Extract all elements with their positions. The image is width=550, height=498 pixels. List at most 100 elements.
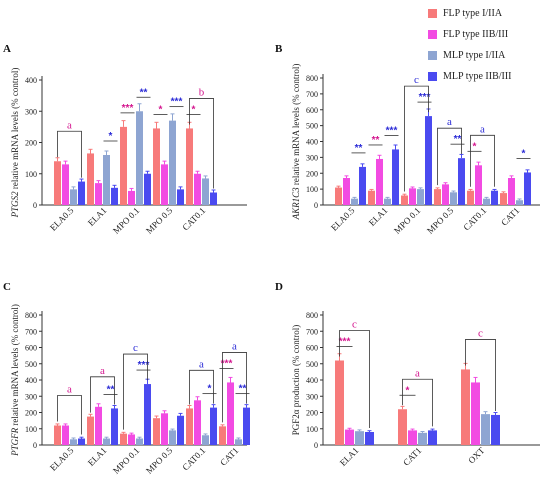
bar-cat1-mlp-type-i-iia xyxy=(418,432,427,445)
significance-marker: * xyxy=(208,384,212,395)
bar-ela1-mlp-type-i-iia xyxy=(384,198,391,205)
legend-label-mlp-type-iib-iii: MLP type IIB/III xyxy=(443,71,512,82)
panel-label: D xyxy=(275,281,283,293)
bar-mpo-0-5-flp-type-i-iia xyxy=(153,128,160,205)
y-tick-label: 700 xyxy=(25,327,37,336)
bar-ela0-5-flp-type-iib-iii xyxy=(62,164,69,205)
bar-ela1-flp-type-iib-iii xyxy=(376,158,383,205)
x-tick-label-mpo-0-1: MPO 0.1 xyxy=(111,205,141,235)
x-tick-label-oxt: OXT xyxy=(466,445,487,466)
significance-marker: * xyxy=(109,131,113,142)
significance-marker: * xyxy=(159,104,163,115)
significance-marker: *** xyxy=(339,337,351,348)
y-tick-label: 0 xyxy=(314,201,318,210)
bar-ela1-flp-type-i-iia xyxy=(87,153,94,205)
significance-bracket xyxy=(189,369,214,405)
bar-mpo-0-5-mlp-type-i-iia xyxy=(169,120,176,205)
bar-ela0-5-mlp-type-i-iia xyxy=(70,439,77,445)
bar-cat0-1-flp-type-iib-iii xyxy=(194,173,201,205)
significance-letter: a xyxy=(415,367,420,379)
bar-oxt-mlp-type-iib-iii xyxy=(491,414,500,445)
legend-label-mlp-type-i-iia: MLP type I/IIA xyxy=(443,50,506,61)
bar-cat1-mlp-type-i-iia xyxy=(516,200,523,205)
x-tick-label-mpo-0-1: MPO 0.1 xyxy=(392,205,422,235)
bar-ela0-5-flp-type-i-iia xyxy=(335,187,342,205)
significance-marker: *** xyxy=(386,125,398,136)
bar-cat0-1-flp-type-i-iia xyxy=(186,128,193,205)
bar-ela0-5-mlp-type-iib-iii xyxy=(359,166,366,205)
bar-mpo-0-1-flp-type-i-iia xyxy=(401,195,408,205)
y-tick-label: 100 xyxy=(25,425,37,434)
y-tick-label: 500 xyxy=(25,360,37,369)
x-tick-label-ela1: ELA1 xyxy=(338,445,361,468)
bar-ela1-mlp-type-iib-iii xyxy=(111,187,118,205)
significance-bracket xyxy=(339,330,370,428)
bar-mpo-0-1-mlp-type-i-iia xyxy=(136,111,143,205)
significance-marker: ** xyxy=(355,143,363,154)
x-tick-label-ela1: ELA1 xyxy=(86,445,109,468)
significance-letter: c xyxy=(414,74,419,86)
bar-cat0-1-mlp-type-i-iia xyxy=(202,178,209,205)
y-tick-label: 400 xyxy=(306,376,318,385)
y-tick-label: 100 xyxy=(306,185,318,194)
y-tick-label: 200 xyxy=(306,409,318,418)
y-axis-title: PGF2α production (% control) xyxy=(291,325,301,435)
y-tick-label: 700 xyxy=(306,90,318,99)
y-tick-label: 200 xyxy=(25,139,37,148)
bar-mpo-0-5-flp-type-i-iia xyxy=(153,418,160,445)
bar-ela1-mlp-type-iib-iii xyxy=(392,149,399,205)
bar-mpo-0-1-flp-type-i-iia xyxy=(120,126,127,205)
bar-mpo-0-1-flp-type-iib-iii xyxy=(128,434,135,445)
bar-mpo-0-1-flp-type-iib-iii xyxy=(128,190,135,205)
bar-cat0-1-flp-type-i-iia xyxy=(186,408,193,445)
significance-bracket xyxy=(222,352,247,423)
significance-marker: *** xyxy=(138,360,150,371)
significance-letter: c xyxy=(133,342,138,354)
y-tick-label: 200 xyxy=(25,409,37,418)
bar-mpo-0-5-flp-type-iib-iii xyxy=(442,184,449,205)
bar-oxt-mlp-type-i-iia xyxy=(481,414,490,445)
y-tick-label: 600 xyxy=(306,106,318,115)
x-tick-label-ela1: ELA1 xyxy=(86,205,109,228)
x-tick-label-ela0-5: ELA0.5 xyxy=(48,445,76,473)
significance-letter: a xyxy=(67,384,72,396)
x-tick-label-mpo-0-5: MPO 0.5 xyxy=(425,205,456,236)
significance-marker: *** xyxy=(419,92,431,103)
bar-cat1-mlp-type-iib-iii xyxy=(243,407,250,445)
y-tick-label: 700 xyxy=(306,327,318,336)
bar-ela0-5-mlp-type-iib-iii xyxy=(78,181,85,205)
significance-bracket xyxy=(90,376,115,413)
legend-item-mlp-type-i-iia: MLP type I/IIA xyxy=(428,45,548,66)
bar-mpo-0-5-mlp-type-iib-iii xyxy=(458,158,465,205)
significance-marker: ** xyxy=(107,384,115,395)
panel-c: C 0 100 200 300 400 500 600 700 800 PTGFR relative… xyxy=(3,281,250,476)
y-tick-label: 100 xyxy=(306,425,318,434)
y-tick-label: 500 xyxy=(306,360,318,369)
x-tick-label-cat0-1: CAT0.1 xyxy=(180,205,207,232)
bar-mpo-0-5-flp-type-iib-iii xyxy=(161,413,168,445)
y-tick-label: 400 xyxy=(306,138,318,147)
y-axis-title-text: relative mRNA levels (% control) xyxy=(10,68,20,189)
legend-swatch-flp-type-iib-iii xyxy=(428,30,437,39)
x-tick-label-cat1: CAT1 xyxy=(401,445,423,467)
bar-ela0-5-mlp-type-i-iia xyxy=(70,189,77,205)
bar-ela1-mlp-type-i-iia xyxy=(103,438,110,445)
bar-ela1-flp-type-iib-iii xyxy=(95,183,102,205)
bar-ela1-flp-type-i-iia xyxy=(87,416,94,445)
significance-letter: c xyxy=(352,319,357,331)
significance-bracket xyxy=(465,339,496,411)
bar-oxt-flp-type-i-iia xyxy=(461,369,470,445)
x-tick-label-ela1: ELA1 xyxy=(367,205,390,228)
significance-marker: ** xyxy=(454,134,462,145)
bar-mpo-0-1-flp-type-iib-iii xyxy=(409,188,416,205)
y-axis-title-text: relative mRNA levels (% control) xyxy=(291,64,301,185)
significance-bracket xyxy=(470,134,495,187)
significance-letter: a xyxy=(447,116,452,128)
panel-label: C xyxy=(3,281,11,293)
y-tick-label: 800 xyxy=(306,311,318,320)
bar-cat0-1-flp-type-iib-iii xyxy=(475,165,482,205)
legend-item-flp-type-iib-iii: FLP type IIB/III xyxy=(428,24,548,45)
legend: FLP type I/IIA FLP type IIB/III MLP type… xyxy=(428,3,548,87)
y-tick-label: 300 xyxy=(25,392,37,401)
